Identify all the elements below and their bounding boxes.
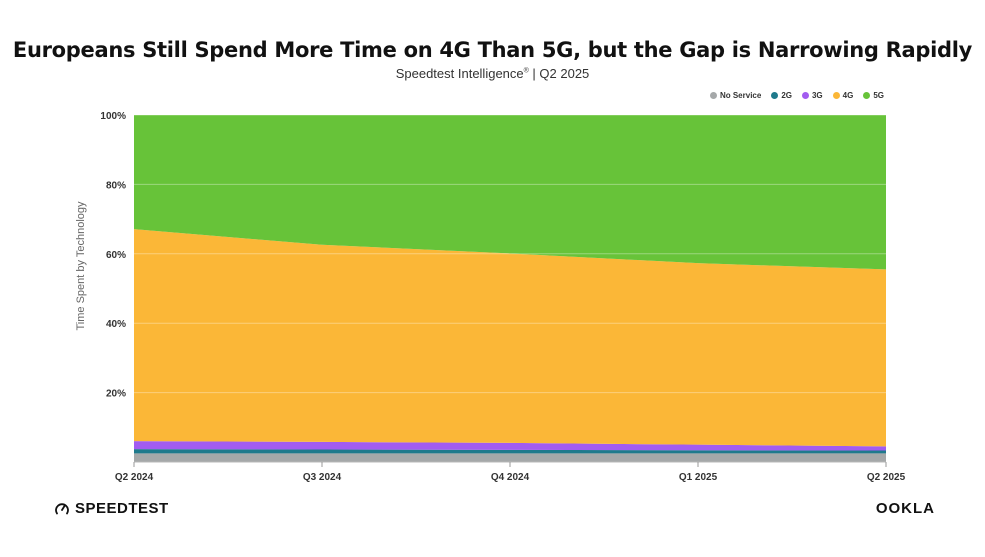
y-tick-label: 80% — [106, 180, 126, 191]
subtitle-source: Speedtest Intelligence — [395, 66, 524, 81]
x-tick-label: Q3 2024 — [303, 472, 342, 483]
speedometer-icon — [55, 502, 69, 514]
legend-item-no-service: No Service — [709, 91, 762, 100]
area-no-service — [134, 453, 886, 462]
ookla-logo: OOKLA — [876, 500, 935, 517]
legend-label-no-service: No Service — [719, 91, 762, 100]
y-tick-label: 40% — [106, 319, 126, 330]
subtitle-period: | Q2 2025 — [528, 66, 590, 81]
chart-legend: No Service 2G 3G 4G 5G — [709, 91, 884, 100]
speedtest-logo: SPEEDTEST — [54, 500, 169, 517]
speedtest-wordmark: SPEEDTEST — [75, 500, 169, 517]
legend-swatch-no-service — [709, 92, 717, 99]
x-tick-label: Q2 2025 — [867, 472, 906, 483]
x-tick-label: Q2 2024 — [115, 472, 154, 483]
area-2g — [134, 449, 886, 454]
registered-mark: ® — [523, 67, 529, 75]
legend-item-4g: 4G — [832, 91, 854, 100]
y-axis-label: Time Spent by Technology — [75, 201, 87, 331]
area-4g — [134, 229, 886, 447]
legend-item-2g: 2G — [771, 91, 792, 100]
y-tick-label: 60% — [106, 250, 126, 261]
legend-swatch-4g — [832, 92, 840, 99]
x-tick-label: Q1 2025 — [679, 472, 718, 483]
chart-subtitle: Speedtest Intelligence® | Q2 2025 — [0, 66, 985, 81]
area-3g — [134, 441, 886, 451]
y-tick-label: 100% — [100, 111, 126, 122]
y-tick-label: 20% — [106, 389, 126, 400]
legend-swatch-2g — [771, 92, 779, 99]
chart-title: Europeans Still Spend More Time on 4G Th… — [12, 38, 973, 62]
ookla-wordmark: OOKLA — [875, 500, 935, 517]
legend-label-3g: 3G — [811, 91, 823, 100]
area-5g — [134, 115, 886, 270]
legend-label-5g: 5G — [873, 91, 884, 100]
legend-item-3g: 3G — [801, 91, 823, 100]
legend-swatch-5g — [863, 92, 871, 99]
legend-item-5g: 5G — [863, 91, 884, 100]
legend-label-4g: 4G — [842, 91, 854, 100]
legend-label-2g: 2G — [781, 91, 792, 100]
legend-swatch-3g — [801, 92, 809, 99]
x-tick-label: Q4 2024 — [491, 472, 530, 483]
